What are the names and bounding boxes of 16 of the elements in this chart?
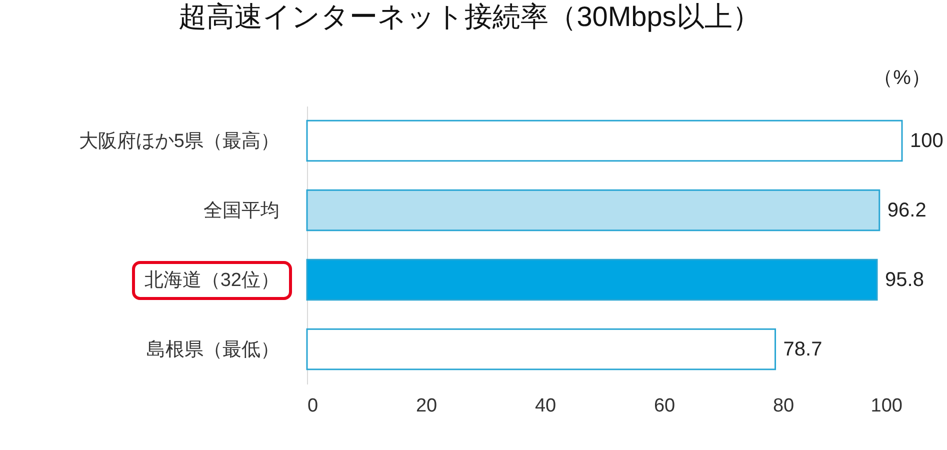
x-tick-label: 100 bbox=[870, 396, 902, 416]
y-tick-label: 大阪府ほか5県（最高） bbox=[78, 130, 280, 152]
text: （%） bbox=[873, 67, 931, 89]
x-tick-label: 60 bbox=[654, 396, 676, 416]
x-tick-label: 0 bbox=[308, 396, 318, 416]
y-tick-label: 全国平均 bbox=[204, 200, 280, 222]
data-label: 95.8 bbox=[885, 268, 924, 291]
x-tick-label: 80 bbox=[772, 396, 794, 416]
x-tick-label: 20 bbox=[416, 396, 438, 416]
y-tick-label: 島根県（最低） bbox=[146, 339, 280, 360]
chart-title: 超高速インターネット接続率（30Mbps以上） bbox=[178, 1, 760, 32]
y-tick-label: 北海道（32位） bbox=[144, 270, 280, 291]
data-label: 100 bbox=[910, 130, 944, 152]
data-label: 96.2 bbox=[887, 199, 926, 222]
x-tick-label: 40 bbox=[534, 396, 556, 416]
data-label: 78.7 bbox=[783, 338, 822, 360]
